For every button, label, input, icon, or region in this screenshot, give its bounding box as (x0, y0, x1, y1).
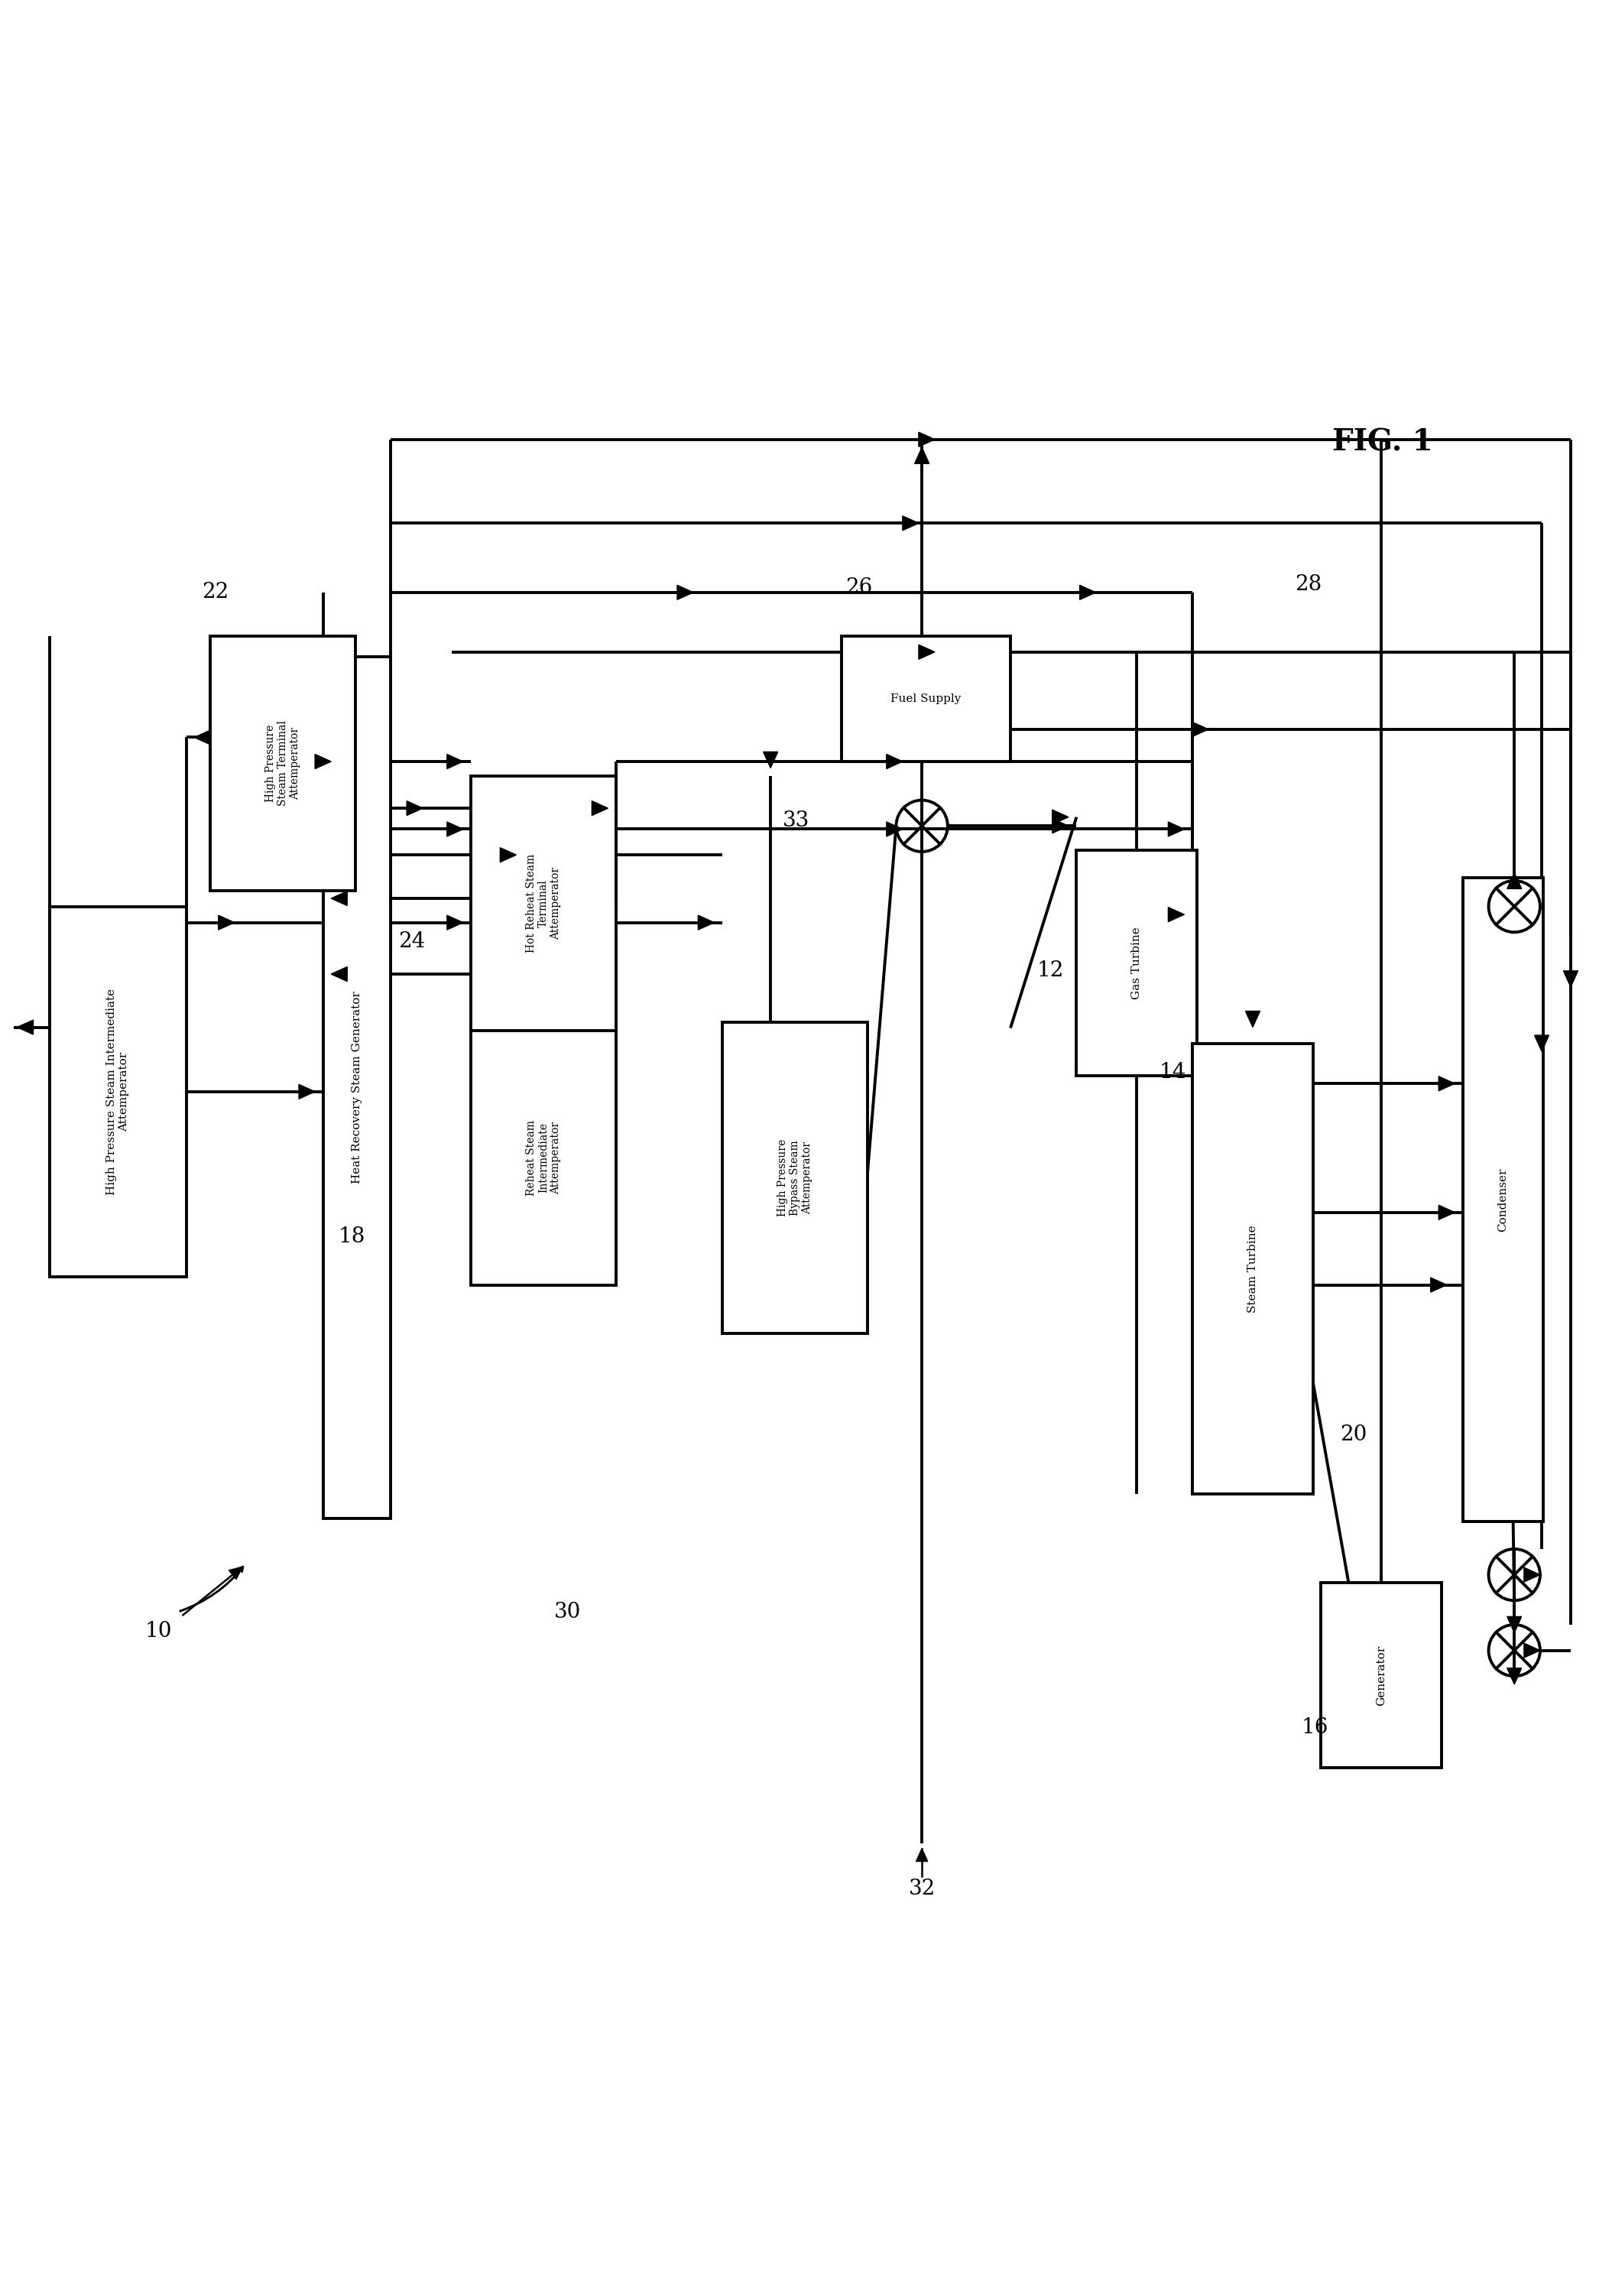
Polygon shape (698, 916, 714, 930)
Polygon shape (677, 585, 693, 599)
Polygon shape (18, 1019, 34, 1035)
Text: 33: 33 (783, 810, 809, 831)
Text: 16: 16 (1301, 1717, 1328, 1738)
Text: 28: 28 (1294, 574, 1322, 595)
Text: 26: 26 (846, 576, 872, 597)
Polygon shape (1193, 721, 1209, 737)
Bar (471, 1031, 616, 1286)
Polygon shape (914, 448, 929, 464)
Bar (471, 776, 616, 1031)
Polygon shape (406, 801, 422, 815)
Polygon shape (1564, 971, 1578, 987)
Polygon shape (1169, 907, 1185, 921)
Polygon shape (887, 822, 903, 836)
Text: Steam Turbine: Steam Turbine (1248, 1226, 1257, 1313)
Polygon shape (1438, 1077, 1454, 1091)
Bar (1462, 877, 1543, 1522)
Bar (210, 636, 355, 891)
Bar (50, 907, 187, 1277)
Polygon shape (218, 916, 234, 930)
Polygon shape (903, 517, 919, 530)
Polygon shape (330, 967, 347, 980)
Text: 18: 18 (339, 1226, 366, 1247)
Text: Hot Reheat Steam
Terminal
Attemperator: Hot Reheat Steam Terminal Attemperator (526, 854, 561, 953)
Text: Gas Turbine: Gas Turbine (1132, 928, 1143, 999)
Polygon shape (1507, 872, 1522, 889)
Text: High Pressure
Bypass Steam
Attemperator: High Pressure Bypass Steam Attemperator (777, 1139, 812, 1217)
Bar (841, 636, 1011, 762)
Polygon shape (500, 847, 516, 863)
Text: 30: 30 (555, 1600, 582, 1621)
Polygon shape (1438, 1205, 1454, 1219)
Polygon shape (1053, 820, 1069, 833)
Text: Reheat Steam
Intermediate
Attemperator: Reheat Steam Intermediate Attemperator (526, 1120, 561, 1196)
Text: 10: 10 (145, 1621, 172, 1642)
Text: High Pressure Steam Intermediate
Attemperator: High Pressure Steam Intermediate Attempe… (106, 987, 129, 1194)
Polygon shape (447, 755, 463, 769)
Polygon shape (330, 891, 347, 905)
Polygon shape (1080, 585, 1096, 599)
Bar (1322, 1582, 1441, 1768)
Text: Heat Recovery Steam Generator: Heat Recovery Steam Generator (351, 992, 363, 1185)
Polygon shape (229, 1566, 242, 1580)
Polygon shape (1523, 1644, 1539, 1658)
Text: Fuel Supply: Fuel Supply (891, 693, 961, 705)
Polygon shape (919, 645, 935, 659)
Polygon shape (298, 1084, 314, 1100)
Text: FIG. 1: FIG. 1 (1332, 427, 1433, 457)
Polygon shape (1535, 1035, 1549, 1052)
Text: Generator: Generator (1377, 1646, 1386, 1706)
Text: 14: 14 (1159, 1063, 1186, 1084)
Bar (322, 657, 390, 1518)
Text: 12: 12 (1037, 960, 1064, 980)
Text: High Pressure
Steam Terminal
Attemperator: High Pressure Steam Terminal Attemperato… (264, 721, 300, 806)
Polygon shape (919, 432, 935, 448)
Text: 32: 32 (909, 1878, 935, 1899)
Text: 24: 24 (398, 932, 426, 953)
Polygon shape (195, 730, 210, 744)
Text: Condenser: Condenser (1498, 1169, 1509, 1231)
Polygon shape (764, 751, 779, 767)
Polygon shape (1523, 1568, 1539, 1582)
Polygon shape (1430, 1277, 1446, 1293)
Polygon shape (314, 755, 330, 769)
Polygon shape (1507, 1616, 1522, 1632)
Text: 22: 22 (202, 583, 229, 604)
Bar (1077, 850, 1198, 1075)
Polygon shape (1053, 810, 1069, 824)
Polygon shape (916, 1848, 929, 1862)
Polygon shape (447, 916, 463, 930)
Bar (722, 1022, 867, 1334)
Polygon shape (1246, 1010, 1261, 1026)
Polygon shape (1169, 822, 1185, 836)
Polygon shape (592, 801, 608, 815)
Bar (1193, 1042, 1314, 1495)
Polygon shape (447, 822, 463, 836)
Text: 20: 20 (1340, 1424, 1367, 1444)
Polygon shape (887, 755, 903, 769)
Polygon shape (1507, 1669, 1522, 1685)
